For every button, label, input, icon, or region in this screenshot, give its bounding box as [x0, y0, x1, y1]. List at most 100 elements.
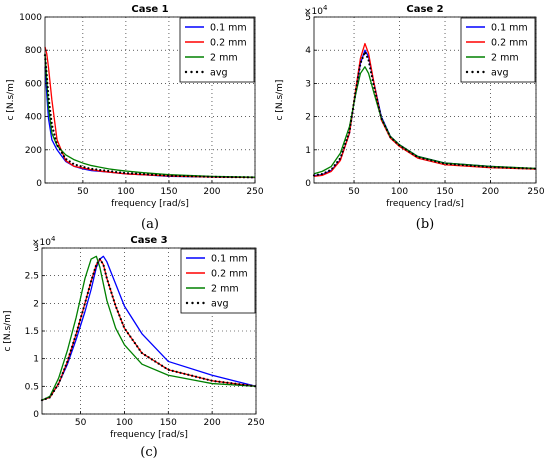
- series-avg-point: [469, 164, 472, 167]
- series-avg-point: [238, 383, 241, 386]
- legend-marker-avg: [465, 70, 469, 74]
- x-axis-label: frequency [rad/s]: [111, 199, 189, 209]
- series-avg-point: [131, 338, 134, 341]
- y-tick-label: 1000: [19, 13, 42, 23]
- panel-label: (a): [141, 217, 159, 232]
- series-avg-point: [55, 386, 58, 389]
- x-axis-label: frequency [rad/s]: [110, 430, 188, 440]
- series-avg-point: [336, 161, 339, 164]
- x-tick-label: 100: [116, 418, 133, 428]
- legend-marker-avg: [202, 301, 205, 305]
- chart-3: 50 100 150 200 250 0 0.5 1 1.5 2 2.5 3×104 Case 3 fre…: [3, 235, 265, 460]
- series-avg-point: [133, 341, 137, 345]
- series-avg-point: [349, 123, 352, 126]
- series-avg-point: [71, 162, 75, 165]
- series-avg-point: [375, 98, 379, 101]
- series-avg-point: [376, 102, 380, 105]
- series-avg-point: [58, 148, 61, 151]
- series-avg-point: [338, 157, 341, 161]
- series-avg-point: [111, 295, 114, 298]
- series-avg-point: [194, 175, 198, 178]
- series-avg-point: [344, 142, 347, 146]
- series-avg-point: [46, 89, 50, 93]
- y-multiplier-base: ×10: [304, 7, 323, 17]
- y-multiplier-exp: 4: [323, 4, 328, 12]
- series-avg-point: [164, 366, 167, 370]
- series-avg-point: [375, 94, 378, 97]
- series-avg-point: [95, 168, 98, 171]
- x-tick-label: 100: [391, 187, 408, 197]
- series-avg-point: [328, 169, 331, 172]
- series-avg-point: [350, 119, 353, 122]
- legend: 0.1 mm 0.2 mm 2 mm avg: [460, 17, 536, 83]
- series-avg-point: [106, 280, 109, 283]
- series-avg-point: [369, 71, 373, 74]
- series-avg-point: [187, 373, 190, 376]
- x-tick-label: 200: [204, 418, 221, 428]
- x-tick-label: 200: [203, 187, 220, 197]
- series-avg-point: [46, 85, 49, 89]
- series-avg-point: [107, 169, 110, 173]
- legend-label: 0.2 mm: [210, 38, 247, 49]
- axes-frame: [44, 16, 256, 184]
- legend-marker-avg: [471, 70, 474, 74]
- series-avg-point: [74, 334, 77, 337]
- legend-label: 0.1 mm: [211, 254, 248, 265]
- y-tick-label: 0.5: [25, 382, 39, 392]
- series-avg-point: [529, 167, 532, 170]
- series-avg-point: [422, 157, 425, 160]
- series-avg-point: [342, 146, 346, 149]
- series-avg-point: [170, 174, 174, 177]
- series-avg-point: [113, 303, 117, 306]
- legend-label: 0.1 mm: [491, 23, 528, 34]
- series-avg-point: [48, 101, 51, 105]
- series-avg-point: [366, 55, 369, 58]
- series-avg-point: [45, 70, 48, 73]
- series-avg-point: [50, 117, 53, 120]
- x-tick-label: 150: [160, 187, 177, 197]
- series-avg-point: [87, 167, 90, 170]
- series-avg-point: [368, 63, 371, 66]
- series-avg-point: [481, 165, 484, 168]
- legend: 0.1 mm 0.2 mm 2 mm avg: [180, 248, 256, 314]
- series-avg-point: [190, 175, 194, 178]
- legend-label: avg: [210, 68, 227, 79]
- series-avg-point: [501, 166, 504, 169]
- x-tick-label: 50: [77, 187, 89, 197]
- series-avg-point: [356, 80, 359, 83]
- series-avg-point: [47, 93, 50, 97]
- series-avg-point: [147, 356, 150, 359]
- series-avg-point: [517, 166, 520, 170]
- series-avg-point: [174, 174, 178, 177]
- series-avg-point: [88, 284, 92, 287]
- series-avg-point: [162, 174, 166, 177]
- series-avg-point: [87, 288, 91, 291]
- series-avg-point: [98, 258, 101, 261]
- series-avg-point: [60, 151, 64, 154]
- series-avg-point: [75, 164, 78, 167]
- series-avg-point: [473, 164, 476, 168]
- panel-label: (b): [416, 217, 434, 232]
- series-avg-point: [50, 121, 53, 124]
- series-avg-point: [347, 131, 351, 134]
- series-avg-point: [126, 172, 130, 175]
- series-avg-point: [119, 317, 122, 321]
- y-tick-label: 2: [305, 113, 311, 123]
- series-avg-point: [112, 299, 115, 302]
- series-avg-point: [150, 173, 154, 176]
- series-avg-point: [461, 163, 464, 167]
- series-avg-point: [371, 78, 374, 82]
- legend-label: 2 mm: [210, 53, 238, 64]
- series-avg-point: [134, 172, 138, 175]
- y-tick-label: 400: [25, 113, 42, 123]
- x-tick-label: 250: [247, 418, 264, 428]
- series-avg-point: [384, 125, 387, 128]
- series-avg-point: [51, 125, 54, 128]
- chart-title: Case 2: [406, 4, 443, 15]
- series-avg-point: [411, 152, 414, 155]
- series-avg-point: [140, 351, 143, 354]
- y-tick-label: 5: [305, 13, 311, 23]
- x-axis-label: frequency [rad/s]: [386, 199, 464, 209]
- series-avg-point: [142, 172, 146, 176]
- series-avg-point: [68, 353, 71, 356]
